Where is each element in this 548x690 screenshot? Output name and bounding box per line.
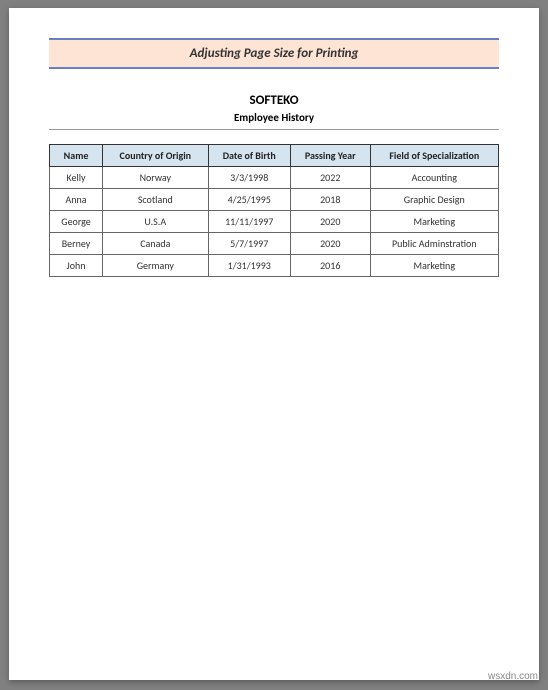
table-cell: 11/11/1997 bbox=[208, 211, 290, 233]
table-cell: Berney bbox=[50, 233, 103, 255]
table-cell: 1/31/1993 bbox=[208, 255, 290, 277]
table-cell: George bbox=[50, 211, 103, 233]
table-cell: Marketing bbox=[370, 255, 498, 277]
table-header-row: Name Country of Origin Date of Birth Pas… bbox=[50, 145, 499, 167]
table-cell: 2018 bbox=[290, 189, 370, 211]
employee-table: Name Country of Origin Date of Birth Pas… bbox=[49, 144, 499, 277]
table-cell: Kelly bbox=[50, 167, 103, 189]
table-cell: Germany bbox=[103, 255, 208, 277]
col-field: Field of Specialization bbox=[370, 145, 498, 167]
table-row: JohnGermany1/31/19932016Marketing bbox=[50, 255, 499, 277]
table-cell: 2016 bbox=[290, 255, 370, 277]
company-name: SOFTEKO bbox=[49, 93, 499, 108]
table-cell: Graphic Design bbox=[370, 189, 498, 211]
col-dob: Date of Birth bbox=[208, 145, 290, 167]
col-country: Country of Origin bbox=[103, 145, 208, 167]
table-row: BerneyCanada5/7/19972020Public Adminstra… bbox=[50, 233, 499, 255]
table-cell: Scotland bbox=[103, 189, 208, 211]
table-cell: 2020 bbox=[290, 233, 370, 255]
table-cell: U.S.A bbox=[103, 211, 208, 233]
table-cell: 2022 bbox=[290, 167, 370, 189]
subtitle: Employee History bbox=[49, 111, 499, 124]
table-cell: 2020 bbox=[290, 211, 370, 233]
table-cell: 3/3/1998 bbox=[208, 167, 290, 189]
table-cell: Accounting bbox=[370, 167, 498, 189]
table-row: AnnaScotland4/25/19952018Graphic Design bbox=[50, 189, 499, 211]
print-page: Adjusting Page Size for Printing SOFTEKO… bbox=[9, 8, 539, 680]
table-cell: 5/7/1997 bbox=[208, 233, 290, 255]
col-year: Passing Year bbox=[290, 145, 370, 167]
table-cell: Anna bbox=[50, 189, 103, 211]
table-cell: Marketing bbox=[370, 211, 498, 233]
table-cell: John bbox=[50, 255, 103, 277]
divider bbox=[49, 129, 499, 130]
title-banner: Adjusting Page Size for Printing bbox=[49, 38, 499, 69]
table-row: GeorgeU.S.A11/11/19972020Marketing bbox=[50, 211, 499, 233]
table-row: KellyNorway3/3/19982022Accounting bbox=[50, 167, 499, 189]
table-cell: Norway bbox=[103, 167, 208, 189]
watermark: wsxdn.com bbox=[488, 671, 538, 682]
table-cell: Public Adminstration bbox=[370, 233, 498, 255]
table-cell: 4/25/1995 bbox=[208, 189, 290, 211]
table-body: KellyNorway3/3/19982022AccountingAnnaSco… bbox=[50, 167, 499, 277]
col-name: Name bbox=[50, 145, 103, 167]
table-cell: Canada bbox=[103, 233, 208, 255]
